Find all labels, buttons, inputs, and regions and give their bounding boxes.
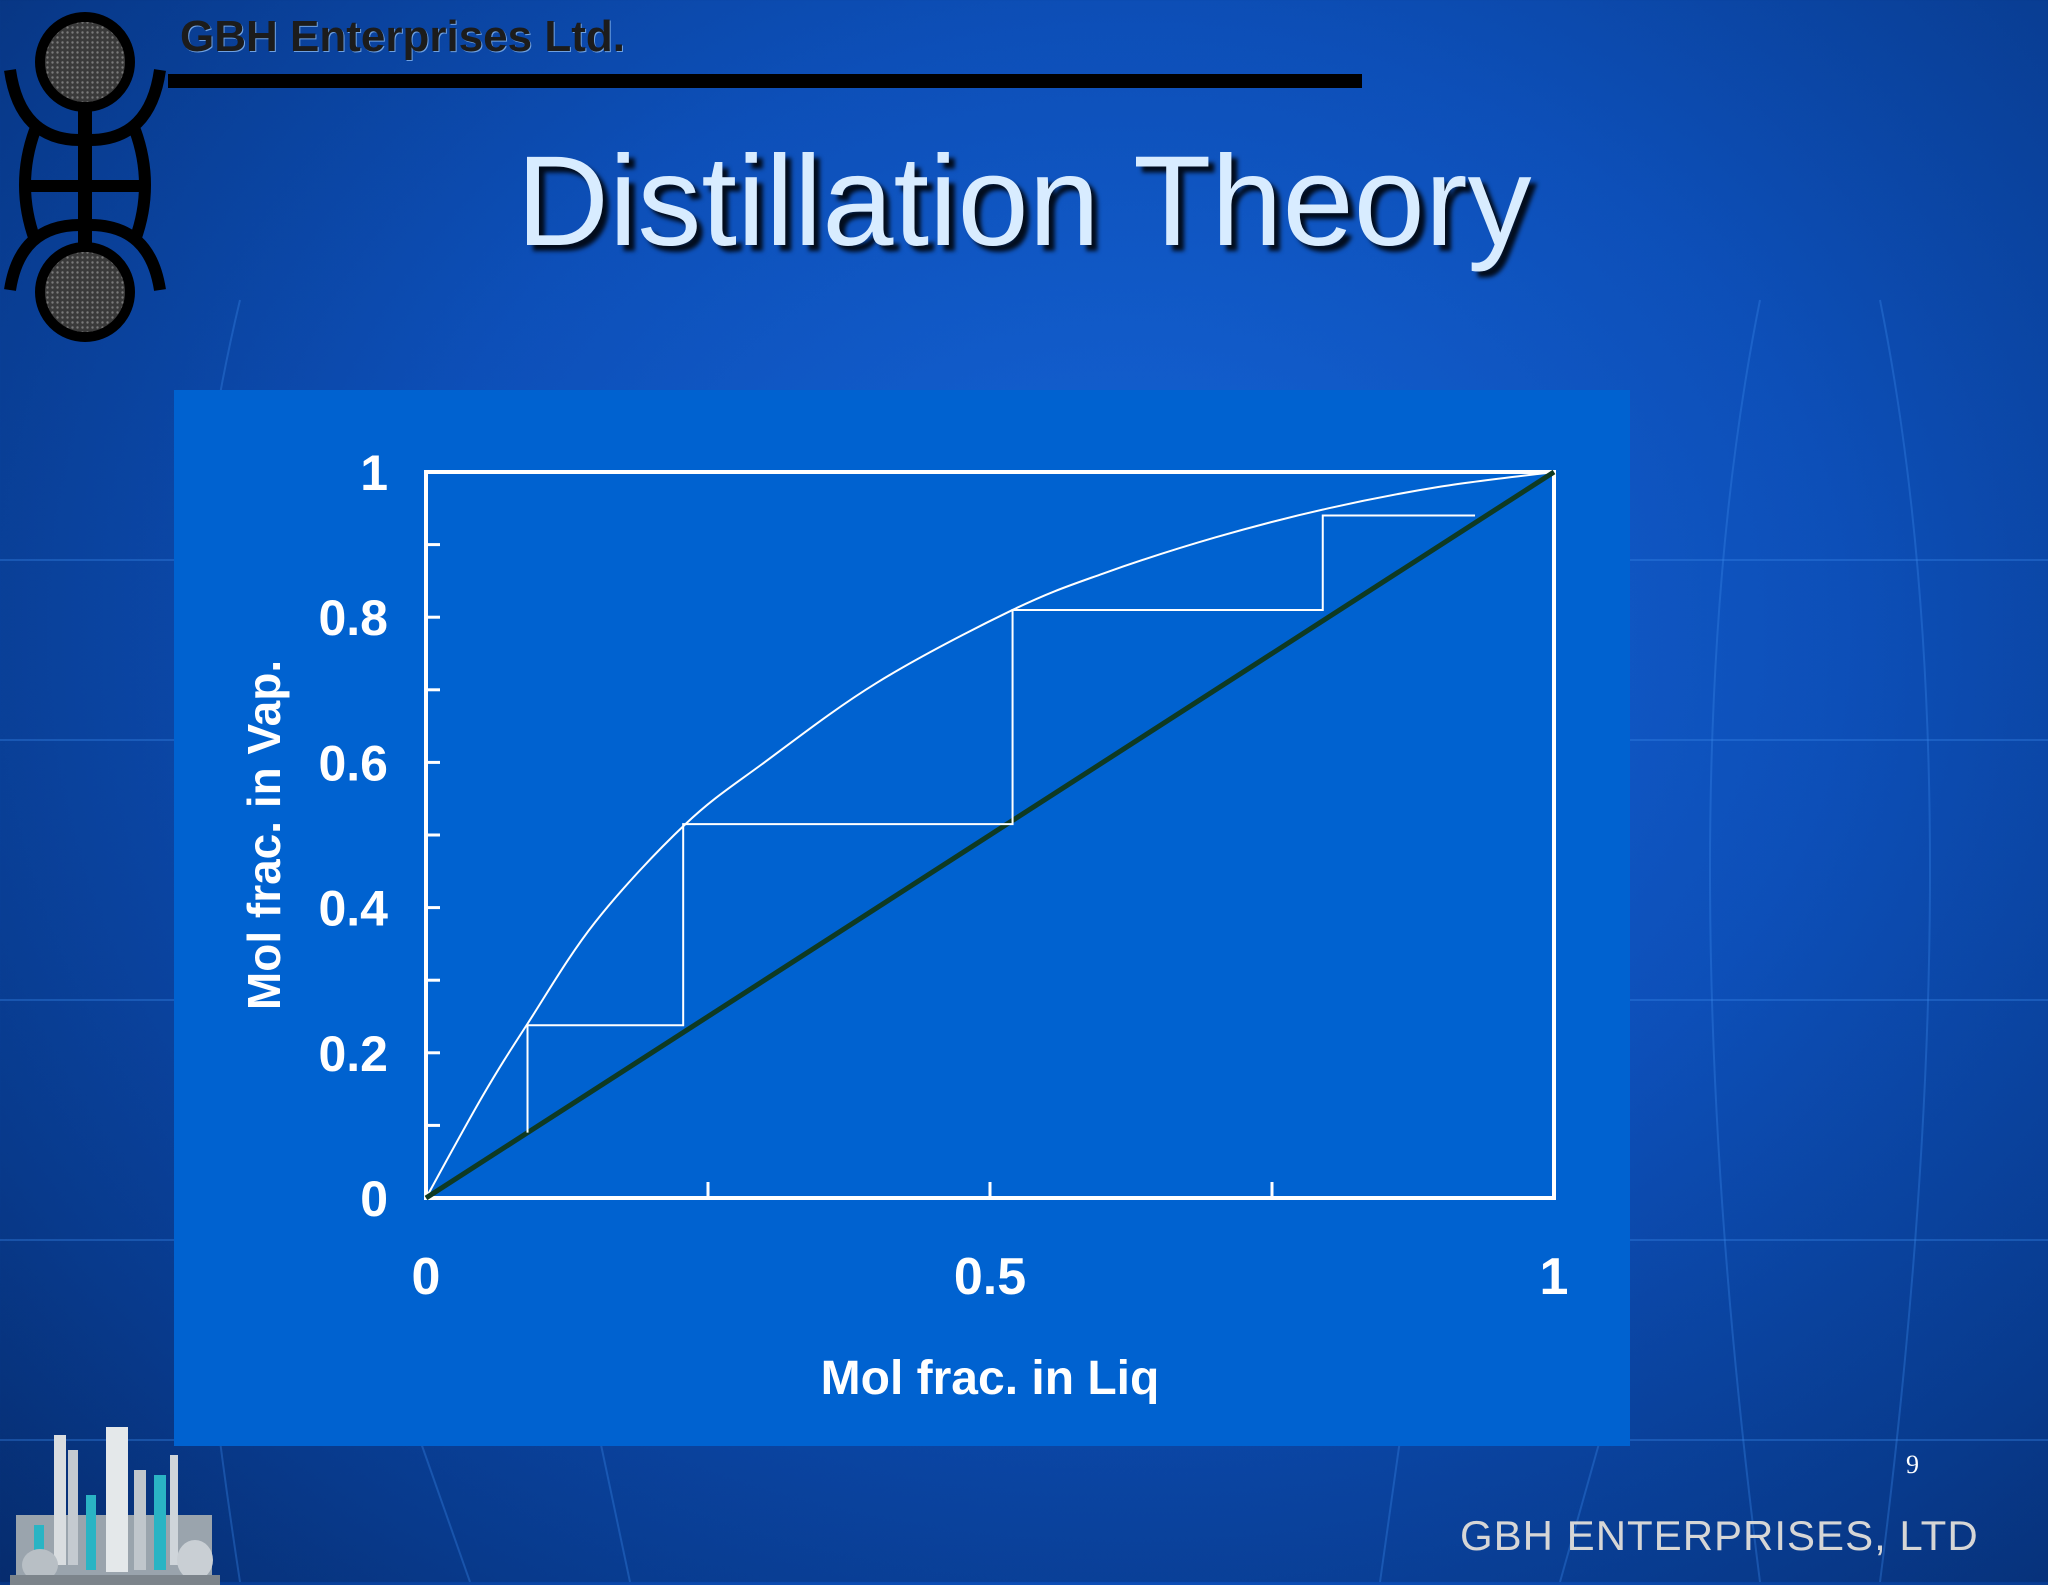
series-stage-steps	[526, 514, 1476, 1133]
x-tick-label-1: 0.5	[954, 1248, 1026, 1306]
y-tick-label-1: 0.2	[318, 1026, 388, 1082]
y-tick-label-2: 0.4	[318, 881, 388, 937]
slide-title: Distillation Theory	[516, 130, 1532, 273]
gbh-logo-icon	[4, 12, 166, 342]
y-axis-label: Mol frac. in Vap.	[238, 660, 290, 1010]
refinery-illustration-icon	[10, 1427, 220, 1585]
y-tick-label-3: 0.6	[318, 735, 388, 791]
x-axis-label: Mol frac. in Liq	[821, 1352, 1160, 1405]
y-tick-label-0: 0	[360, 1171, 388, 1227]
y-tick-label-5: 1	[360, 445, 388, 501]
x-tick-label-0: 0	[412, 1248, 441, 1306]
series-diagonal-line	[424, 469, 1556, 1201]
chart-panel	[174, 390, 1630, 1446]
company-header: GBH Enterprises Ltd.	[180, 12, 625, 61]
series-equilibrium-curve	[425, 471, 1555, 1199]
xy-equilibrium-chart: Mol frac. in Vap. Mol frac. in Liq 0 0.2 0…	[238, 445, 1569, 1405]
x-tick-label-2: 1	[1540, 1248, 1569, 1306]
page-number: 9	[1906, 1450, 1919, 1479]
footer-brand: GBH ENTERPRISES, LTD	[1460, 1512, 1979, 1559]
header-rule	[168, 74, 1362, 88]
y-tick-label-4: 0.8	[318, 590, 388, 646]
